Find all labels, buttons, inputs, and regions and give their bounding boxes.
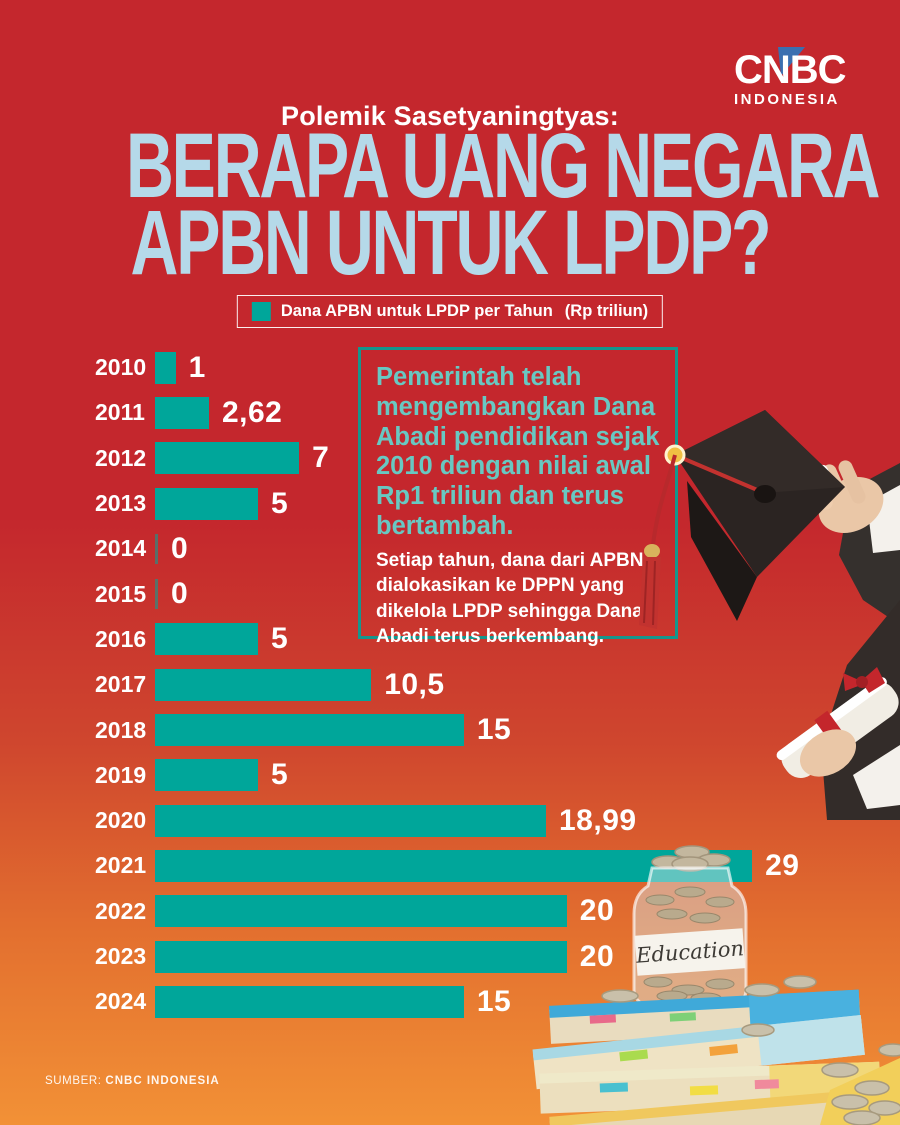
bar	[155, 714, 464, 747]
bar	[155, 668, 372, 701]
value-label: 15	[476, 713, 512, 747]
chart-row: 2019 5	[0, 753, 900, 798]
value-label: 10,5	[384, 667, 445, 701]
year-label: 2018	[95, 716, 147, 743]
chart-row: 2014 0	[0, 526, 900, 571]
chart-row: 2010 1	[0, 345, 900, 390]
value-label: 20	[579, 939, 615, 973]
chart-row: 2013 5	[0, 481, 900, 526]
chart-row: 2020 18,99	[0, 798, 900, 843]
bar	[155, 895, 567, 928]
logo-text: CNBC	[734, 48, 846, 92]
source-label: SUMBER:	[45, 1075, 102, 1087]
bar	[155, 759, 258, 792]
year-label: 2013	[95, 490, 147, 517]
bar	[155, 940, 567, 973]
year-label: 2016	[95, 625, 147, 652]
bar	[155, 623, 258, 656]
value-label: 5	[270, 486, 289, 520]
info-body: Setiap tahun, dana dari APBN dialokasika…	[376, 549, 644, 647]
chart-row: 2015 0	[0, 571, 900, 616]
source-note: SUMBER: CNBC INDONESIA	[45, 1075, 220, 1087]
bar	[155, 849, 753, 882]
chart-row: 2021 29	[0, 843, 900, 888]
cnbc-indonesia-logo: CNBC INDONESIA	[728, 46, 858, 112]
chart-row: 2022 20	[0, 889, 900, 934]
info-box: Pemerintah telah mengembangkan Dana Abad…	[358, 347, 678, 647]
chart-row: 2024 15	[0, 979, 900, 1024]
year-label: 2020	[95, 807, 147, 834]
value-label: 1	[188, 350, 206, 384]
bar	[155, 351, 176, 384]
value-label: 20	[579, 894, 615, 928]
title-line-1: BERAPA UANG NEGARA	[126, 115, 881, 217]
kicker: Polemik Sasetyaningtyas:	[281, 101, 619, 131]
year-label: 2015	[95, 580, 147, 607]
year-label: 2014	[95, 535, 147, 562]
value-label: 29	[765, 848, 800, 882]
value-label: 7	[312, 441, 330, 475]
value-label: 15	[476, 984, 512, 1018]
bar	[155, 985, 464, 1018]
value-label: 18,99	[559, 803, 637, 837]
legend-label: Dana APBN untuk LPDP per Tahun	[280, 302, 553, 320]
zero-tick	[155, 533, 158, 564]
year-label: 2011	[95, 399, 145, 426]
zero-tick	[155, 579, 158, 610]
legend-swatch-icon	[251, 302, 271, 321]
year-label: 2021	[95, 852, 147, 879]
cnbc-logo-icon: CNBC INDONESIA	[734, 47, 847, 108]
chart-row: 2023 20	[0, 934, 900, 979]
year-label: 2022	[95, 897, 147, 924]
value-label: 0	[171, 577, 189, 611]
chart-row: 2012 7	[0, 436, 900, 481]
year-label: 2024	[95, 988, 147, 1015]
value-label: 2,62	[221, 395, 283, 429]
year-label: 2010	[95, 354, 147, 381]
value-label: 5	[270, 622, 289, 656]
year-label: 2023	[95, 943, 147, 969]
year-label: 2012	[95, 444, 147, 471]
page-title: BERAPA UANG NEGARA APBN UNTUK LPDP?	[0, 115, 900, 294]
bar	[155, 442, 300, 475]
bar	[155, 804, 546, 837]
value-label: 5	[270, 758, 289, 792]
bar	[155, 487, 258, 520]
source-value: CNBC INDONESIA	[105, 1075, 220, 1087]
logo-subtext: INDONESIA	[734, 91, 840, 108]
chart-legend: Dana APBN untuk LPDP per Tahun (Rp trili…	[236, 295, 664, 328]
info-highlight: Pemerintah telah mengembangkan Dana Abad…	[376, 363, 660, 541]
chart-row: 2016 5	[0, 617, 900, 662]
value-label: 0	[171, 531, 189, 565]
title-line-2: APBN UNTUK LPDP?	[130, 192, 772, 294]
chart-row: 2011 2,62	[0, 390, 900, 435]
bar	[155, 396, 209, 429]
year-label: 2019	[95, 761, 147, 788]
chart-row: 2018 15	[0, 707, 900, 752]
year-label: 2017	[95, 671, 147, 698]
legend-unit: (Rp triliun)	[564, 302, 649, 320]
chart-row: 2017 10,5	[0, 662, 900, 707]
